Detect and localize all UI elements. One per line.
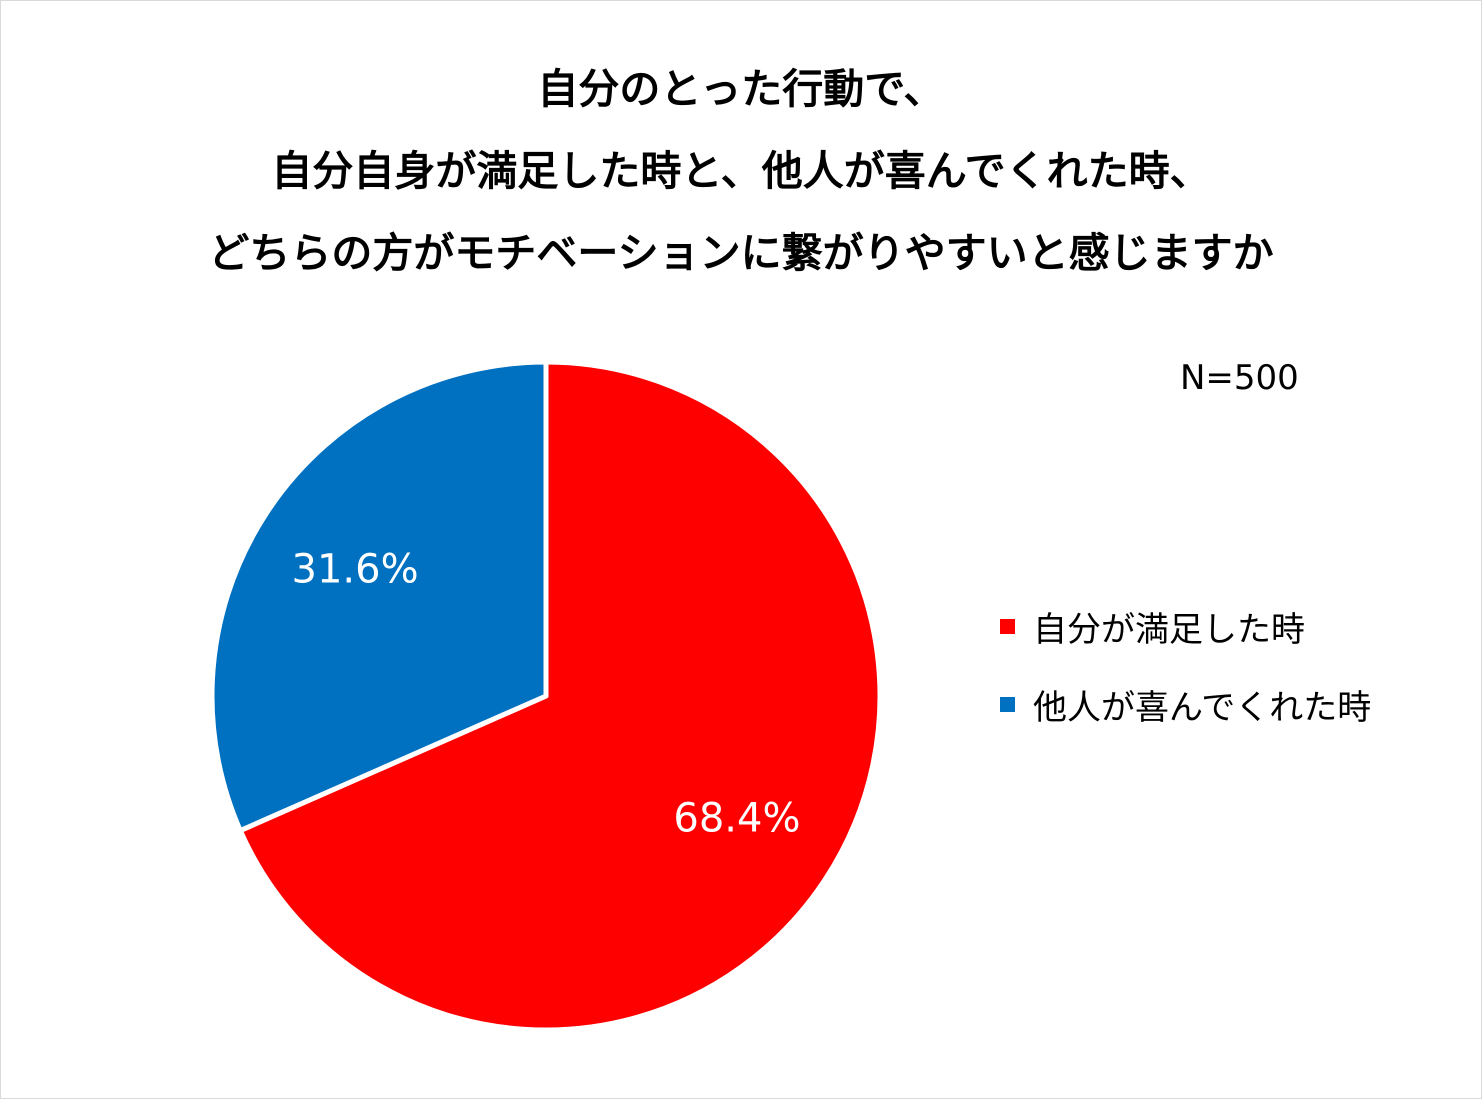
legend-item-others-pleased: 他人が喜んでくれた時 xyxy=(1000,674,1371,734)
chart-title-line-3: どちらの方がモチベーションに繋がりやすいと感じますか xyxy=(208,229,1274,277)
legend-swatch-others-pleased xyxy=(1000,696,1015,712)
sample-size-note: N=500 xyxy=(1180,358,1299,398)
legend-label-others-pleased: 他人が喜んでくれた時 xyxy=(1033,687,1372,728)
chart-title: 自分のとった行動で、 自分自身が満足した時と、他人が喜んでくれた時、 どちらの方… xyxy=(0,48,1482,294)
legend-swatch-self-satisfied xyxy=(1000,618,1015,634)
pie-slice-self-satisfied xyxy=(237,359,883,1033)
pie-slice-others-pleased xyxy=(209,359,549,834)
pie-label-others-pleased: 31.6% xyxy=(292,546,419,592)
pie-label-self-satisfied: 68.4% xyxy=(673,796,800,842)
legend-label-self-satisfied: 自分が満足した時 xyxy=(1033,609,1305,650)
chart-title-line-2: 自分自身が満足した時と、他人が喜んでくれた時、 xyxy=(271,147,1211,195)
chart-title-line-1: 自分のとった行動で、 xyxy=(537,65,945,113)
legend: 自分が満足した時 他人が喜んでくれた時 xyxy=(1000,596,1371,752)
legend-item-self-satisfied: 自分が満足した時 xyxy=(1000,596,1371,656)
